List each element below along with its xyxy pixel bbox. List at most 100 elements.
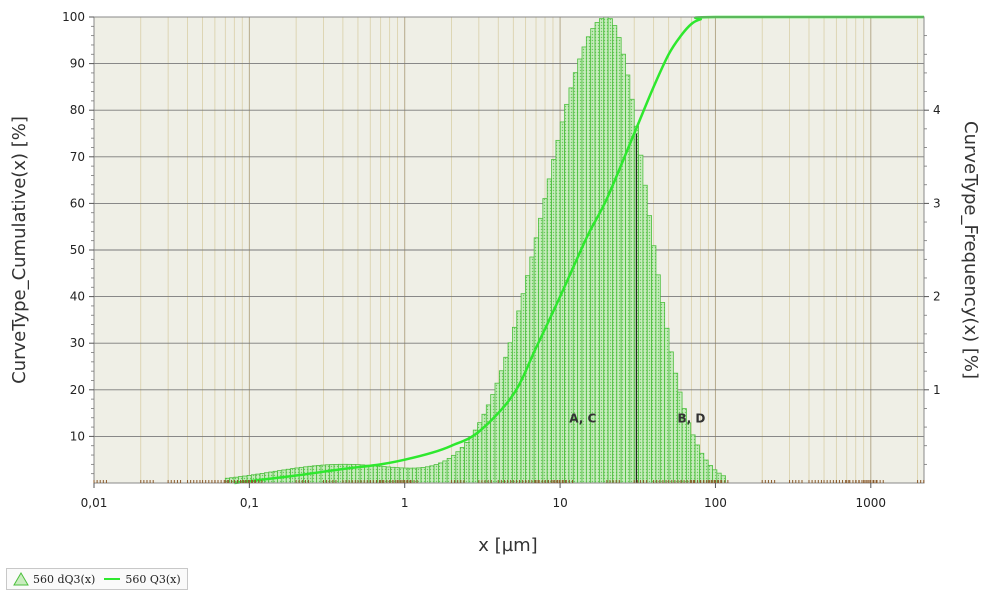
legend-item-histogram: 560 dQ3(x) [13, 572, 95, 586]
histogram-bar [329, 464, 335, 484]
histogram-bar [525, 275, 531, 484]
histogram-bar [638, 154, 644, 484]
histogram-bar [655, 274, 661, 484]
histogram-bar [555, 139, 561, 484]
histogram-bar [498, 370, 505, 484]
histogram-bar [699, 452, 705, 484]
x-tick-label: 0,01 [81, 496, 108, 510]
histogram-bar [494, 382, 500, 484]
histogram-bar [516, 310, 522, 484]
x-axis-title: x [µm] [478, 535, 537, 556]
cumulative-legend-icon [104, 578, 121, 580]
left-y-tick-label: 70 [70, 150, 85, 164]
histogram-bar [468, 436, 474, 484]
legend-item-cumulative: 560 Q3(x) [103, 572, 181, 586]
annotations: A, C B, D [569, 411, 705, 425]
histogram-bar [668, 351, 674, 484]
histogram-bar [612, 25, 618, 484]
histogram-bar [664, 327, 670, 484]
left-y-tick-label: 30 [70, 336, 85, 350]
x-tick-label: 1 [401, 496, 409, 510]
histogram-bar [690, 434, 696, 484]
annotation-label: B, D [677, 411, 705, 425]
x-tick-label: 100 [704, 496, 727, 510]
histogram-bar [316, 465, 322, 484]
histogram-bar [451, 454, 457, 484]
histogram-bar [424, 466, 431, 484]
histogram-bar [490, 394, 496, 484]
histogram-bar [459, 447, 465, 484]
right-y-tick-label: 4 [933, 103, 941, 117]
histogram-bar [512, 326, 518, 484]
histogram-bar [599, 18, 605, 484]
histogram-bar [616, 37, 622, 484]
histogram-bar [433, 464, 439, 484]
histogram-bar [677, 391, 683, 484]
histogram-bar [529, 256, 535, 484]
left-y-tick-label: 20 [70, 383, 85, 397]
histogram-bar [364, 464, 370, 484]
histogram-bar [455, 451, 461, 484]
left-y-tick-label: 80 [70, 103, 85, 117]
histogram-bar [542, 198, 548, 484]
histogram-bar [538, 217, 544, 484]
left-y-tick-label: 90 [70, 57, 85, 71]
histogram-bar [607, 18, 613, 484]
left-y-tick-labels: 10 20 30 40 50 60 70 80 90 100 [62, 10, 85, 443]
left-y-tick-label: 100 [62, 10, 85, 24]
histogram-bar [472, 429, 478, 484]
histogram-bar [533, 237, 539, 484]
histogram-bar [398, 467, 405, 484]
cumulative-series-line [234, 15, 924, 485]
axis-ticks [89, 16, 929, 488]
annotation-label: A, C [569, 411, 596, 425]
histogram-bar [625, 74, 631, 484]
histogram-bar [620, 53, 626, 484]
histogram-bar [337, 463, 344, 484]
right-y-axis-title: CurveType_Frequency(x) [%] [960, 121, 981, 379]
right-y-tick-label: 3 [933, 196, 941, 210]
histogram-bar [672, 372, 679, 484]
histogram-bar [446, 457, 452, 484]
right-y-tick-label: 1 [933, 383, 941, 397]
histogram-bar [659, 302, 666, 484]
histogram-bar [485, 404, 492, 484]
x-tick-label: 1000 [856, 496, 887, 510]
histogram-bar [420, 467, 426, 484]
histogram-bar [368, 465, 374, 484]
x-tick-label: 0,1 [240, 496, 259, 510]
right-y-tick-label: 2 [933, 290, 941, 304]
histogram-bar [686, 422, 692, 484]
legend: 560 dQ3(x) 560 Q3(x) [6, 568, 188, 590]
legend-label-histogram: 560 dQ3(x) [33, 572, 96, 586]
histogram-bar [255, 473, 261, 484]
right-y-tick-labels: 1 2 3 4 [933, 103, 941, 397]
histogram-bar [694, 444, 700, 484]
histogram-bar [507, 342, 513, 484]
histogram-bar [703, 459, 709, 484]
histogram-bar [642, 184, 648, 484]
histogram-bar [503, 356, 509, 484]
x-tick-labels: 0,01 0,1 1 10 100 1000 [81, 496, 886, 510]
left-y-tick-label: 40 [70, 290, 85, 304]
histogram-bar [559, 121, 566, 484]
histogram-bar [646, 215, 653, 484]
histogram-bar [551, 159, 557, 484]
histogram-bar [546, 178, 552, 484]
histogram-bar [651, 245, 657, 484]
histogram-bar [438, 462, 444, 484]
x-tick-label: 10 [552, 496, 567, 510]
left-y-axis-title: CurveType_Cumulative(x) [%] [9, 116, 30, 384]
histogram-bar [429, 465, 435, 484]
histogram-bar [464, 442, 470, 484]
histogram-bar [603, 16, 609, 484]
histogram-bar [442, 460, 448, 484]
histogram-bar [324, 464, 331, 484]
left-y-tick-label: 10 [70, 429, 85, 443]
histogram-bar [520, 293, 526, 484]
histogram-bar [629, 98, 635, 484]
histogram-bar [564, 103, 570, 484]
legend-label-cumulative: 560 Q3(x) [125, 572, 181, 586]
left-y-tick-label: 60 [70, 196, 85, 210]
